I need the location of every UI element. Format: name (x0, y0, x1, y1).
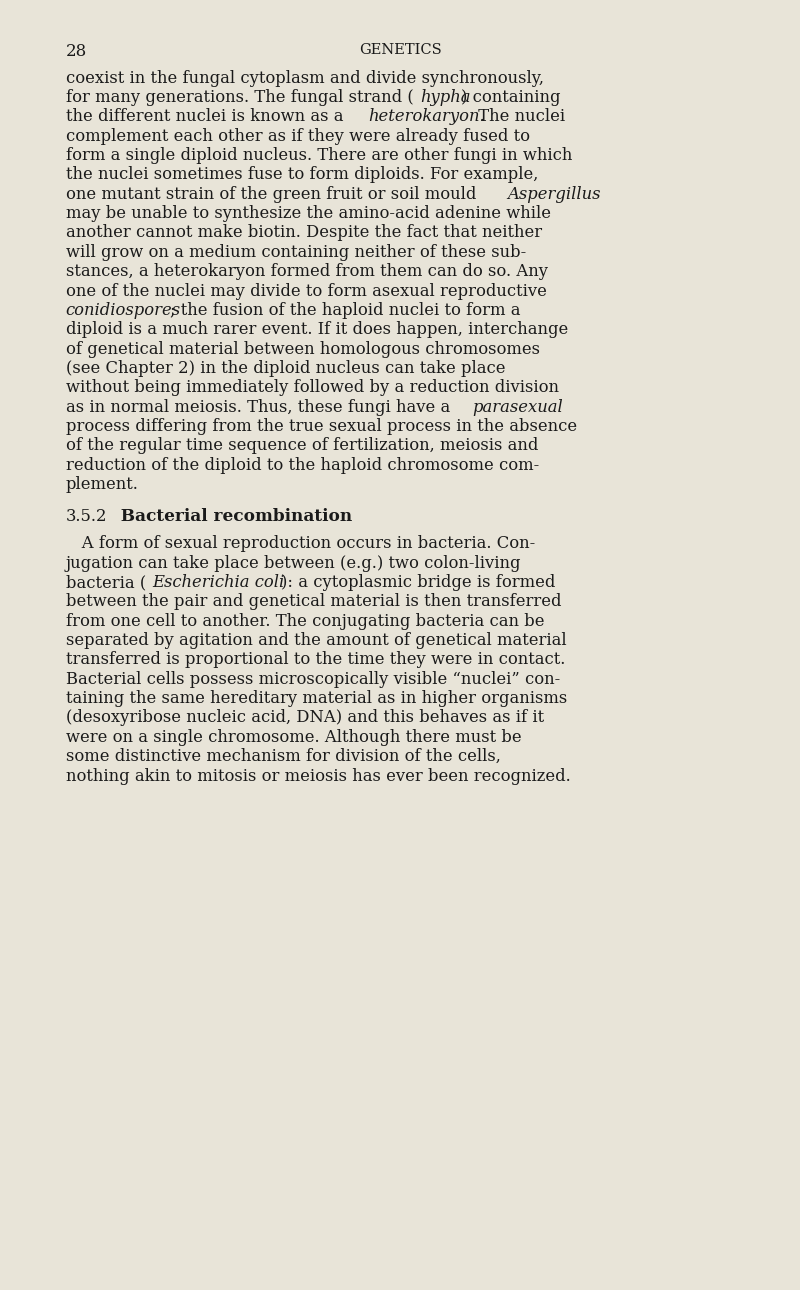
Text: (see Chapter 2) in the diploid nucleus can take place: (see Chapter 2) in the diploid nucleus c… (66, 360, 505, 377)
Text: as in normal meiosis. Thus, these fungi have a: as in normal meiosis. Thus, these fungi … (66, 399, 455, 415)
Text: GENETICS: GENETICS (358, 43, 442, 57)
Text: coexist in the fungal cytoplasm and divide synchronously,: coexist in the fungal cytoplasm and divi… (66, 70, 544, 86)
Text: form a single diploid nucleus. There are other fungi in which: form a single diploid nucleus. There are… (66, 147, 572, 164)
Text: the different nuclei is known as a: the different nuclei is known as a (66, 108, 348, 125)
Text: heterokaryon.: heterokaryon. (369, 108, 486, 125)
Text: complement each other as if they were already fused to: complement each other as if they were al… (66, 128, 530, 144)
Text: hypha: hypha (421, 89, 471, 106)
Text: stances, a heterokaryon formed from them can do so. Any: stances, a heterokaryon formed from them… (66, 263, 547, 280)
Text: from one cell to another. The conjugating bacteria can be: from one cell to another. The conjugatin… (66, 613, 544, 630)
Text: ) containing: ) containing (461, 89, 560, 106)
Text: jugation can take place between (e.g.) two colon-living: jugation can take place between (e.g.) t… (66, 555, 521, 571)
Text: ; the fusion of the haploid nuclei to form a: ; the fusion of the haploid nuclei to fo… (170, 302, 521, 319)
Text: 3.5.2: 3.5.2 (66, 508, 107, 525)
Text: of the regular time sequence of fertilization, meiosis and: of the regular time sequence of fertiliz… (66, 437, 538, 454)
Text: 28: 28 (66, 43, 87, 59)
Text: between the pair and genetical material is then transferred: between the pair and genetical material … (66, 593, 561, 610)
Text: one mutant strain of the green fruit or soil mould: one mutant strain of the green fruit or … (66, 186, 482, 203)
Text: conidiospores: conidiospores (66, 302, 181, 319)
Text: nothing akin to mitosis or meiosis has ever been recognized.: nothing akin to mitosis or meiosis has e… (66, 768, 570, 784)
Text: parasexual: parasexual (473, 399, 563, 415)
Text: process differing from the true sexual process in the absence: process differing from the true sexual p… (66, 418, 577, 435)
Text: without being immediately followed by a reduction division: without being immediately followed by a … (66, 379, 558, 396)
Text: Bacterial recombination: Bacterial recombination (109, 508, 352, 525)
Text: reduction of the diploid to the haploid chromosome com-: reduction of the diploid to the haploid … (66, 457, 539, 473)
Text: may be unable to synthesize the amino-acid adenine while: may be unable to synthesize the amino-ac… (66, 205, 550, 222)
Text: (desoxyribose nucleic acid, DNA) and this behaves as if it: (desoxyribose nucleic acid, DNA) and thi… (66, 710, 544, 726)
Text: diploid is a much rarer event. If it does happen, interchange: diploid is a much rarer event. If it doe… (66, 321, 568, 338)
Text: another cannot make biotin. Despite the fact that neither: another cannot make biotin. Despite the … (66, 224, 542, 241)
Text: plement.: plement. (66, 476, 138, 493)
Text: transferred is proportional to the time they were in contact.: transferred is proportional to the time … (66, 651, 565, 668)
Text: one of the nuclei may divide to form asexual reproductive: one of the nuclei may divide to form ase… (66, 283, 546, 299)
Text: the nuclei sometimes fuse to form diploids. For example,: the nuclei sometimes fuse to form diploi… (66, 166, 538, 183)
Text: for many generations. The fungal strand (: for many generations. The fungal strand … (66, 89, 414, 106)
Text: will grow on a medium containing neither of these sub-: will grow on a medium containing neither… (66, 244, 526, 261)
Text: were on a single chromosome. Although there must be: were on a single chromosome. Although th… (66, 729, 522, 746)
Text: taining the same hereditary material as in higher organisms: taining the same hereditary material as … (66, 690, 567, 707)
Text: The nuclei: The nuclei (474, 108, 566, 125)
Text: A form of sexual reproduction occurs in bacteria. Con-: A form of sexual reproduction occurs in … (66, 535, 535, 552)
Text: Escherichia coli: Escherichia coli (152, 574, 285, 591)
Text: separated by agitation and the amount of genetical material: separated by agitation and the amount of… (66, 632, 566, 649)
Text: ): a cytoplasmic bridge is formed: ): a cytoplasmic bridge is formed (281, 574, 555, 591)
Text: some distinctive mechanism for division of the cells,: some distinctive mechanism for division … (66, 748, 501, 765)
Text: bacteria (: bacteria ( (66, 574, 146, 591)
Text: of genetical material between homologous chromosomes: of genetical material between homologous… (66, 341, 539, 357)
Text: Bacterial cells possess microscopically visible “nuclei” con-: Bacterial cells possess microscopically … (66, 671, 560, 688)
Text: Aspergillus: Aspergillus (507, 186, 601, 203)
